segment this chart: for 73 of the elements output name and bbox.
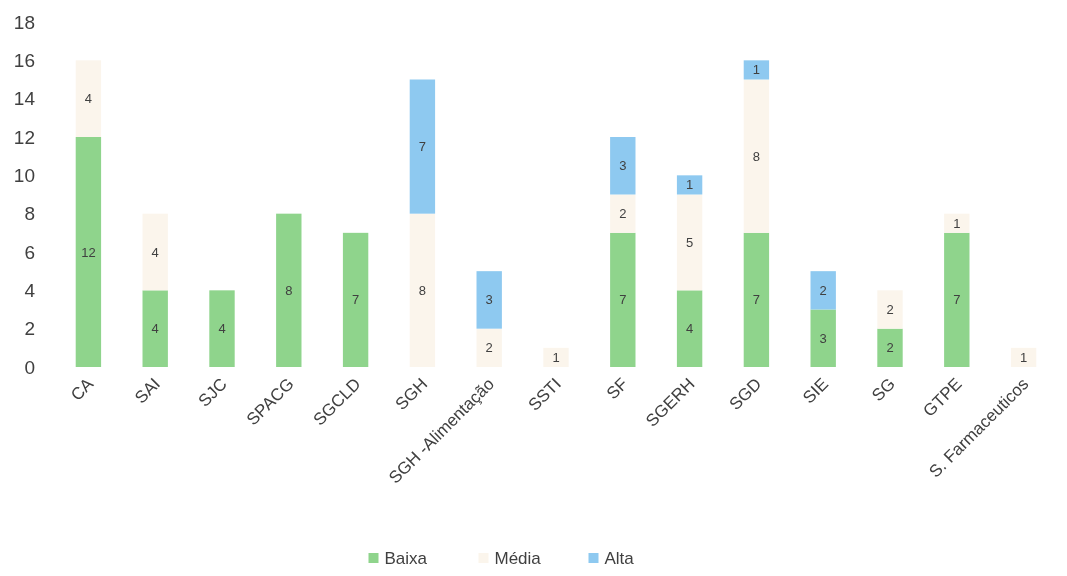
y-tick-label: 0: [24, 356, 35, 378]
bar: [342, 232, 369, 367]
data-label: 1: [685, 177, 694, 193]
data-label: 4: [151, 244, 159, 260]
data-label: 1: [752, 62, 761, 78]
bar: [810, 271, 836, 310]
x-tick-label: SJC: [194, 374, 231, 411]
data-label: 7: [418, 139, 427, 155]
bar: [276, 213, 302, 367]
x-tick-label: SAI: [131, 374, 165, 408]
legend-label: Alta: [604, 549, 635, 568]
data-label: 1: [953, 215, 961, 231]
data-label: 7: [619, 292, 627, 308]
bar: [743, 79, 770, 233]
data-label: 7: [953, 292, 961, 308]
y-tick-label: 14: [13, 88, 36, 110]
bar: [676, 290, 703, 367]
data-label: 2: [819, 282, 827, 298]
data-label: 4: [151, 321, 159, 337]
bar: [409, 79, 436, 214]
bar: [610, 194, 636, 233]
data-label: 5: [685, 234, 694, 250]
y-tick-label: 18: [13, 11, 35, 33]
y-tick-label: 4: [24, 279, 36, 301]
bar: [610, 137, 636, 195]
bar: [877, 328, 903, 367]
bar: [676, 194, 703, 291]
bar: [409, 213, 436, 367]
data-label: 3: [819, 330, 827, 346]
data-label: 7: [351, 292, 360, 308]
bar: [676, 175, 703, 195]
bar: [142, 213, 168, 291]
bar: [75, 137, 102, 367]
x-tick-label: SIE: [799, 374, 833, 408]
data-label: 8: [418, 282, 427, 298]
data-label: 2: [619, 206, 627, 222]
x-tick-label: SG: [868, 374, 899, 406]
legend-label: Média: [494, 549, 542, 568]
bar: [743, 232, 770, 367]
data-label: 7: [752, 292, 761, 308]
data-label: 4: [218, 321, 226, 337]
bar: [476, 271, 502, 329]
y-tick-label: 2: [24, 318, 35, 340]
y-tick-label: 8: [24, 203, 35, 225]
data-label: 8: [752, 148, 761, 164]
y-tick-label: 12: [13, 126, 35, 148]
data-label: 1: [1019, 349, 1028, 365]
data-label: 2: [485, 340, 493, 356]
x-tick-label: CA: [67, 373, 98, 405]
y-tick-label: 10: [13, 164, 35, 186]
bar: [476, 328, 502, 367]
data-label: 4: [685, 321, 694, 337]
bar: [810, 309, 836, 367]
data-label: 1: [552, 349, 560, 365]
x-tick-label: SF: [602, 374, 632, 404]
data-label: 2: [886, 340, 894, 356]
data-label: 3: [619, 158, 627, 174]
y-tick-label: 16: [13, 49, 35, 71]
bar: [75, 60, 102, 137]
bar: [944, 232, 970, 367]
data-label: 8: [285, 282, 293, 298]
y-tick-label: 6: [24, 241, 35, 263]
bar: [743, 60, 770, 80]
data-label: 2: [886, 302, 894, 318]
bar: [944, 213, 970, 233]
bar: [610, 232, 636, 367]
data-label: 3: [485, 292, 493, 308]
bar: [877, 290, 903, 329]
data-label: 4: [84, 91, 93, 107]
bar: [142, 290, 168, 367]
data-label: 12: [81, 244, 96, 260]
legend-label: Baixa: [384, 549, 428, 568]
bar: [209, 290, 235, 367]
